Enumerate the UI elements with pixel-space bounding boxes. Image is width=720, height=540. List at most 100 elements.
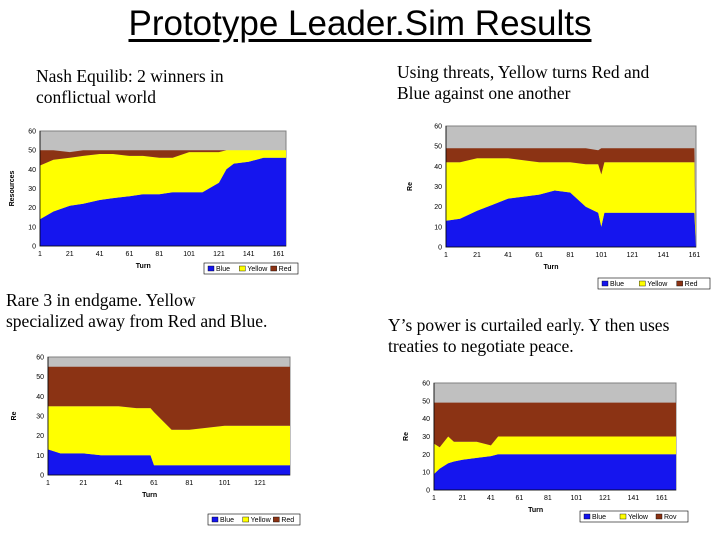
series-area-yellow: [48, 406, 290, 466]
y-tick-label: 50: [28, 148, 36, 155]
legend-swatch: [601, 280, 609, 287]
axis-lines: [445, 126, 696, 248]
y-tick-label: 60: [36, 355, 44, 362]
x-tick-label: 21: [459, 495, 467, 502]
legend-label: Yellow: [247, 266, 268, 273]
y-axis-title: Re: [403, 432, 410, 441]
legend-label: Rov: [664, 514, 677, 521]
y-tick-label: 40: [422, 416, 430, 423]
legend-label: Yellow: [628, 514, 649, 521]
legend-label: Blue: [216, 266, 230, 273]
legend-label: Red: [281, 517, 294, 524]
caption-line: conflictual world: [36, 87, 157, 107]
x-tick-label: 61: [516, 495, 524, 502]
y-tick-label: 10: [422, 470, 430, 477]
series-area-blue: [40, 157, 286, 246]
legend-swatch: [273, 516, 280, 523]
x-tick-label: 141: [627, 495, 639, 502]
x-tick-label: 101: [183, 251, 195, 258]
legend-swatch: [211, 516, 219, 523]
series-area-red: [446, 148, 696, 247]
axis-lines: [47, 357, 290, 476]
y-axis-title: Re: [407, 182, 414, 191]
legend-box: [579, 510, 689, 523]
legend-label: Red: [685, 281, 698, 288]
legend-swatch: [655, 513, 663, 520]
legend-swatch: [239, 265, 246, 272]
caption-line: Rare 3 in endgame. Yellow: [6, 290, 196, 310]
y-tick-label: 60: [422, 381, 430, 388]
x-tick-label: 101: [571, 495, 583, 502]
legend-box: [597, 277, 711, 290]
x-tick-label: 81: [185, 480, 193, 487]
x-tick-label: 121: [254, 480, 266, 487]
y-tick-label: 0: [32, 244, 36, 251]
x-tick-label: 141: [658, 252, 670, 259]
caption-power-curtailed: Y’s power is curtailed early. Y then use…: [388, 315, 669, 357]
caption-line: Using threats, Yellow turns Red and: [397, 62, 650, 82]
x-tick-label: 21: [66, 251, 74, 258]
caption-line: specialized away from Red and Blue.: [6, 311, 268, 331]
chart-threats: 0 10 20 30 40 50 60 1 21 41 61 81 101 121 141 161 Turn Re…: [402, 112, 714, 298]
y-tick-label: 10: [36, 453, 44, 460]
x-tick-label: 121: [599, 495, 611, 502]
y-tick-label: 30: [36, 414, 44, 421]
x-tick-label: 161: [273, 251, 285, 258]
legend-label: Blue: [220, 517, 234, 524]
x-tick-label: 61: [150, 480, 158, 487]
y-tick-label: 50: [434, 144, 442, 151]
y-tick-label: 40: [36, 394, 44, 401]
y-tick-label: 60: [28, 129, 36, 136]
x-tick-label: 121: [626, 252, 638, 259]
caption-nash-equilibrium: Nash Equilib: 2 winners in conflictual w…: [36, 66, 224, 108]
y-tick-label: 20: [28, 205, 36, 212]
series-area-yellow: [40, 150, 286, 220]
series-area-blue: [446, 190, 696, 247]
chart-nash-equilibrium: 0 10 20 30 40 50 60 1 21 41 61 81 101 121 141 161 Turn Re…: [4, 111, 304, 281]
x-tick-label: 41: [487, 495, 495, 502]
x-tick-label: 1: [46, 480, 50, 487]
x-tick-label: 161: [656, 495, 668, 502]
series-area-blue: [434, 454, 676, 490]
x-tick-label: 81: [566, 252, 574, 259]
y-tick-label: 0: [40, 473, 44, 480]
x-tick-label: 21: [473, 252, 481, 259]
y-tick-label: 10: [28, 224, 36, 231]
series-area-yellow: [446, 158, 696, 247]
y-tick-label: 60: [434, 124, 442, 131]
x-axis-title: Turn: [543, 264, 558, 271]
x-tick-label: 81: [155, 251, 163, 258]
legend-label: Yellow: [251, 517, 272, 524]
legend-label: Red: [279, 266, 292, 273]
x-tick-label: 141: [243, 251, 255, 258]
caption-rare-three: Rare 3 in endgame. Yellow specialized aw…: [6, 290, 267, 332]
x-tick-label: 161: [689, 252, 701, 259]
y-tick-label: 30: [28, 186, 36, 193]
axis-lines: [433, 383, 676, 491]
legend-swatch: [676, 280, 683, 287]
y-tick-label: 30: [434, 184, 442, 191]
y-tick-label: 40: [434, 164, 442, 171]
x-tick-label: 41: [504, 252, 512, 259]
legend-swatch: [242, 516, 249, 523]
y-tick-label: 20: [422, 452, 430, 459]
caption-threats: Using threats, Yellow turns Red and Blue…: [397, 62, 649, 104]
y-axis-title: Resources: [9, 170, 16, 206]
y-tick-label: 30: [422, 434, 430, 441]
legend-swatch: [639, 280, 646, 287]
x-tick-label: 101: [595, 252, 607, 259]
series-area-yellow: [434, 436, 676, 474]
caption-line: Nash Equilib: 2 winners in: [36, 66, 224, 86]
x-tick-label: 21: [79, 480, 87, 487]
y-tick-label: 50: [36, 374, 44, 381]
y-tick-label: 0: [438, 245, 442, 252]
legend-label: Blue: [610, 281, 624, 288]
legend-box: [207, 513, 301, 526]
chart-power-curtailed: 0 10 20 30 40 50 60 1 21 41 61 81 101 121 141 161 Turn Re…: [398, 363, 694, 525]
y-tick-label: 50: [422, 398, 430, 405]
legend-label: Yellow: [647, 281, 668, 288]
series-area-red: [434, 402, 676, 448]
